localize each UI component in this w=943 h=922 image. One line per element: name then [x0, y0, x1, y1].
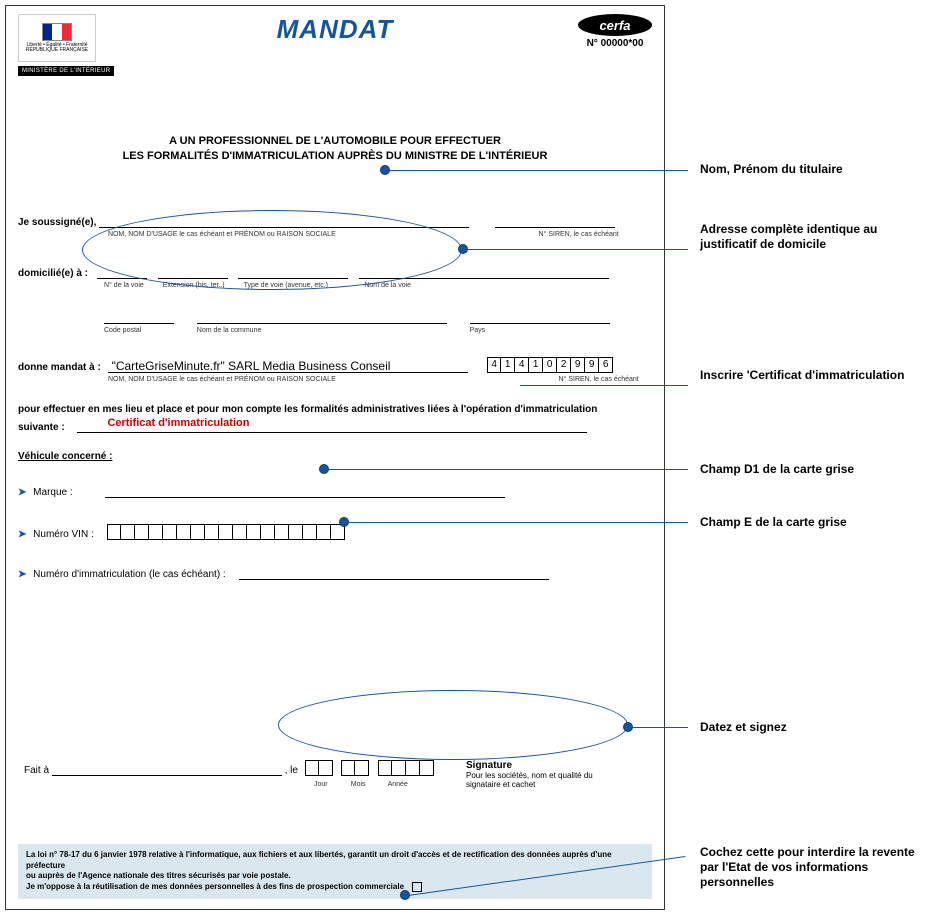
anno-d1: Champ D1 de la carte grise: [700, 462, 854, 477]
line-2: [466, 249, 688, 250]
mandat-label: donne mandat à :: [18, 362, 101, 373]
subtitle-l2: LES FORMALITÉS D'IMMATRICULATION AUPRÈS …: [18, 149, 652, 164]
anno-adresse: Adresse complète identique au justificat…: [700, 222, 930, 252]
section-vin: ➤ Numéro VIN :: [18, 524, 652, 540]
mandat-siren-boxes: 4 1 4 1 0 2 9 9 6: [487, 357, 613, 373]
cerfa-badge: cerfa: [578, 14, 652, 36]
date-sub-a: Année: [388, 781, 408, 788]
soussigne-label: Je soussigné(e),: [18, 217, 96, 228]
ellipse-adresse: [82, 210, 462, 290]
addr-sub6: Nom de la commune: [197, 327, 467, 334]
siren-sub: N° SIREN, le cas échéant: [539, 231, 619, 238]
addr-commune[interactable]: [197, 310, 447, 324]
line-3: [520, 385, 688, 386]
footer-l1: La loi n° 78-17 du 6 janvier 1978 relati…: [26, 850, 612, 870]
line-6: [631, 727, 688, 728]
certificat-text: Certificat d'immatriculation: [107, 417, 249, 429]
line-5: [347, 522, 688, 523]
le-label: , le: [285, 765, 298, 776]
fait-field[interactable]: [52, 762, 282, 776]
footer-box: La loi n° 78-17 du 6 janvier 1978 relati…: [18, 844, 652, 899]
vin-boxes[interactable]: [107, 524, 345, 540]
line-4: [327, 469, 688, 470]
mandat-value: "CarteGriseMinute.fr" SARL Media Busines…: [108, 359, 468, 373]
cerfa-number: N° 00000*00: [578, 38, 652, 49]
date-sub-m: Mois: [351, 781, 385, 788]
anno-certificat: Inscrire 'Certificat d'immatriculation: [700, 368, 904, 383]
doc-title: MANDAT: [277, 14, 394, 45]
mandat-siren-sub: N° SIREN, le cas échéant: [559, 376, 639, 383]
addr-sub1: N° de la voie: [104, 282, 160, 289]
doc-subtitle: A UN PROFESSIONNEL DE L'AUTOMOBILE POUR …: [18, 134, 652, 164]
vin-label: Numéro VIN :: [33, 529, 94, 540]
footer-l3: Je m'oppose à la réutilisation de mes do…: [26, 882, 404, 891]
date-sub-j: Jour: [314, 781, 348, 788]
marque-field[interactable]: [105, 484, 505, 498]
sig-label: Signature: [466, 760, 512, 771]
anno-sign: Datez et signez: [700, 720, 787, 735]
siren-field[interactable]: [495, 214, 615, 228]
cerfa-document: Liberté • Égalité • Fraternité RÉPUBLIQU…: [5, 5, 665, 910]
section-suivante: suivante : Certificat d'immatriculation: [18, 419, 652, 433]
section-mandat: donne mandat à : "CarteGriseMinute.fr" S…: [18, 357, 652, 384]
addr-sub7: Pays: [470, 327, 486, 334]
flag-icon: [42, 23, 72, 41]
addr-pays[interactable]: [470, 310, 610, 324]
domicile-label: domicilié(e) à :: [18, 268, 88, 279]
certificat-field[interactable]: Certificat d'immatriculation: [77, 419, 587, 433]
immat-label: Numéro d'immatriculation (le cas échéant…: [33, 569, 226, 580]
fait-label: Fait à: [24, 765, 49, 776]
signature-area: Fait à , le Jour Mois Année Signature Po…: [24, 760, 646, 789]
ellipse-signature: [278, 690, 628, 760]
doc-header: Liberté • Égalité • Fraternité RÉPUBLIQU…: [18, 14, 652, 94]
date-jour[interactable]: [305, 760, 333, 776]
logo-marianne: Liberté • Égalité • Fraternité RÉPUBLIQU…: [18, 14, 96, 62]
marque-label: Marque :: [33, 487, 72, 498]
section-marque: ➤ Marque :: [18, 484, 652, 498]
chevron-icon: ➤: [18, 487, 26, 498]
subtitle-l1: A UN PROFESSIONNEL DE L'AUTOMOBILE POUR …: [18, 134, 652, 149]
addr-cp[interactable]: [104, 310, 174, 324]
line-1: [388, 170, 688, 171]
logo-text: Liberté • Égalité • Fraternité RÉPUBLIQU…: [19, 43, 95, 53]
anno-e: Champ E de la carte grise: [700, 515, 847, 530]
ministere-label: MINISTÈRE DE L'INTÉRIEUR: [18, 66, 114, 76]
chevron-icon: ➤: [18, 569, 26, 580]
anno-nom: Nom, Prénom du titulaire: [700, 162, 843, 177]
date-mois[interactable]: [341, 760, 369, 776]
addr-sub5: Code postal: [104, 327, 194, 334]
footer-l2: ou auprès de l'Agence nationale des titr…: [26, 871, 291, 880]
suivante-label: suivante :: [18, 422, 65, 433]
mandat-sub: NOM, NOM D'USAGE le cas échéant et PRÉNO…: [108, 376, 336, 383]
anno-cochez: Cochez cette pour interdire la revente p…: [700, 845, 930, 890]
immat-field[interactable]: [239, 566, 549, 580]
cerfa-box: cerfa N° 00000*00: [578, 14, 652, 49]
vehicule-label: Véhicule concerné :: [18, 451, 652, 462]
sig-sub: Pour les sociétés, nom et qualité du sig…: [466, 771, 593, 789]
opt-out-checkbox[interactable]: [412, 882, 422, 892]
op-text: pour effectuer en mes lieu et place et p…: [18, 404, 652, 415]
signature-block: Signature Pour les sociétés, nom et qual…: [466, 760, 616, 789]
date-annee[interactable]: [378, 760, 434, 776]
chevron-icon: ➤: [18, 529, 26, 540]
section-immat: ➤ Numéro d'immatriculation (le cas échéa…: [18, 566, 652, 580]
